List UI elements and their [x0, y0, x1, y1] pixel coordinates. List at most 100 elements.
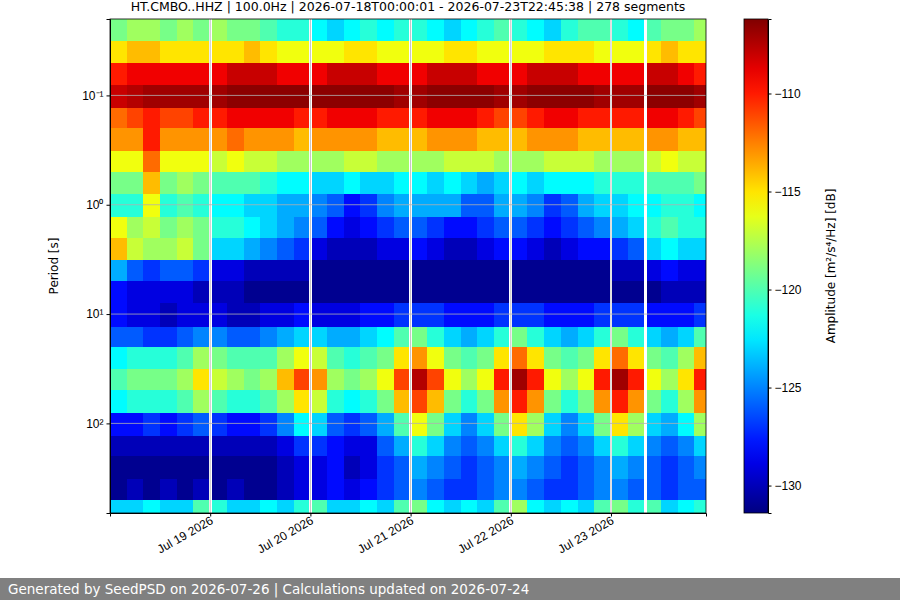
- cell: [212, 390, 227, 412]
- cell: [394, 347, 409, 369]
- cell: [344, 303, 361, 326]
- cell: [678, 194, 695, 217]
- cell: [227, 151, 244, 172]
- cell: [110, 128, 127, 150]
- cell: [661, 108, 678, 128]
- cell: [694, 436, 706, 456]
- cell: [177, 63, 194, 85]
- cell: [494, 390, 509, 412]
- cell: [312, 63, 327, 85]
- cell: [661, 436, 678, 456]
- cell: [678, 217, 695, 237]
- cell: [512, 500, 527, 513]
- cell: [527, 436, 544, 456]
- cell: [647, 217, 661, 237]
- cell: [578, 369, 595, 390]
- cell: [694, 347, 706, 369]
- footer-bar: [0, 578, 900, 600]
- cell: [312, 456, 327, 478]
- cell: [177, 456, 194, 478]
- cell: [494, 194, 509, 217]
- cell: [578, 347, 595, 369]
- cell: [177, 260, 194, 281]
- grid-line-x: [610, 19, 611, 513]
- cell: [127, 128, 144, 150]
- y-tick: 10¹: [86, 307, 110, 321]
- cell: [628, 479, 645, 500]
- cell: [694, 41, 706, 62]
- cell: [244, 436, 261, 456]
- cell: [612, 303, 627, 326]
- cell: [260, 19, 277, 41]
- cell: [212, 260, 227, 281]
- cell: [377, 281, 394, 303]
- cell: [377, 19, 394, 41]
- cell: [260, 436, 277, 456]
- cell: [578, 172, 595, 194]
- cell: [260, 128, 277, 150]
- cell: [177, 194, 194, 217]
- cell: [260, 281, 277, 303]
- cell: [678, 41, 695, 62]
- cell: [694, 281, 706, 303]
- cell: [193, 194, 208, 217]
- cell: [312, 151, 327, 172]
- cell: [277, 327, 294, 347]
- y-tick-label: 10¹: [86, 307, 103, 321]
- cell: [578, 128, 595, 150]
- cell: [628, 413, 645, 436]
- cell: [578, 260, 595, 281]
- cell: [260, 260, 277, 281]
- cell: [477, 194, 494, 217]
- cell: [294, 500, 309, 513]
- cell: [694, 85, 706, 108]
- cell: [344, 238, 361, 260]
- cell: [512, 238, 527, 260]
- cell: [377, 108, 394, 128]
- cell: [628, 347, 645, 369]
- cell: [477, 108, 494, 128]
- cell: [260, 172, 277, 194]
- cell: [461, 436, 478, 456]
- cell: [412, 456, 427, 478]
- cell: [294, 194, 309, 217]
- cell: [177, 327, 194, 347]
- cell: [177, 390, 194, 412]
- cell: [227, 85, 244, 108]
- cell: [594, 436, 609, 456]
- cell: [427, 436, 444, 456]
- cell: [277, 500, 294, 513]
- cell: [661, 479, 678, 500]
- cell: [512, 172, 527, 194]
- cell: [277, 128, 294, 150]
- cell: [160, 217, 177, 237]
- cell: [110, 413, 127, 436]
- cell: [377, 260, 394, 281]
- x-tick: Jul 21 2026: [355, 513, 416, 556]
- cell: [678, 500, 695, 513]
- cell: [678, 172, 695, 194]
- cell: [177, 413, 194, 436]
- cell: [647, 413, 661, 436]
- cell: [294, 479, 309, 500]
- cell: [394, 327, 409, 347]
- cell: [477, 303, 494, 326]
- cell: [110, 41, 127, 62]
- cell: [444, 281, 461, 303]
- cell: [244, 19, 261, 41]
- cell: [561, 413, 578, 436]
- cell: [661, 303, 678, 326]
- cell: [143, 456, 160, 478]
- grid-line-y: [110, 314, 706, 315]
- cell: [110, 390, 127, 412]
- cell: [561, 456, 578, 478]
- cell: [244, 217, 261, 237]
- cell: [160, 63, 177, 85]
- cell: [647, 172, 661, 194]
- colorbar-tick: −130: [768, 479, 802, 493]
- cell: [110, 85, 127, 108]
- cell: [461, 85, 478, 108]
- cell: [512, 108, 527, 128]
- cell: [694, 327, 706, 347]
- cell: [544, 327, 561, 347]
